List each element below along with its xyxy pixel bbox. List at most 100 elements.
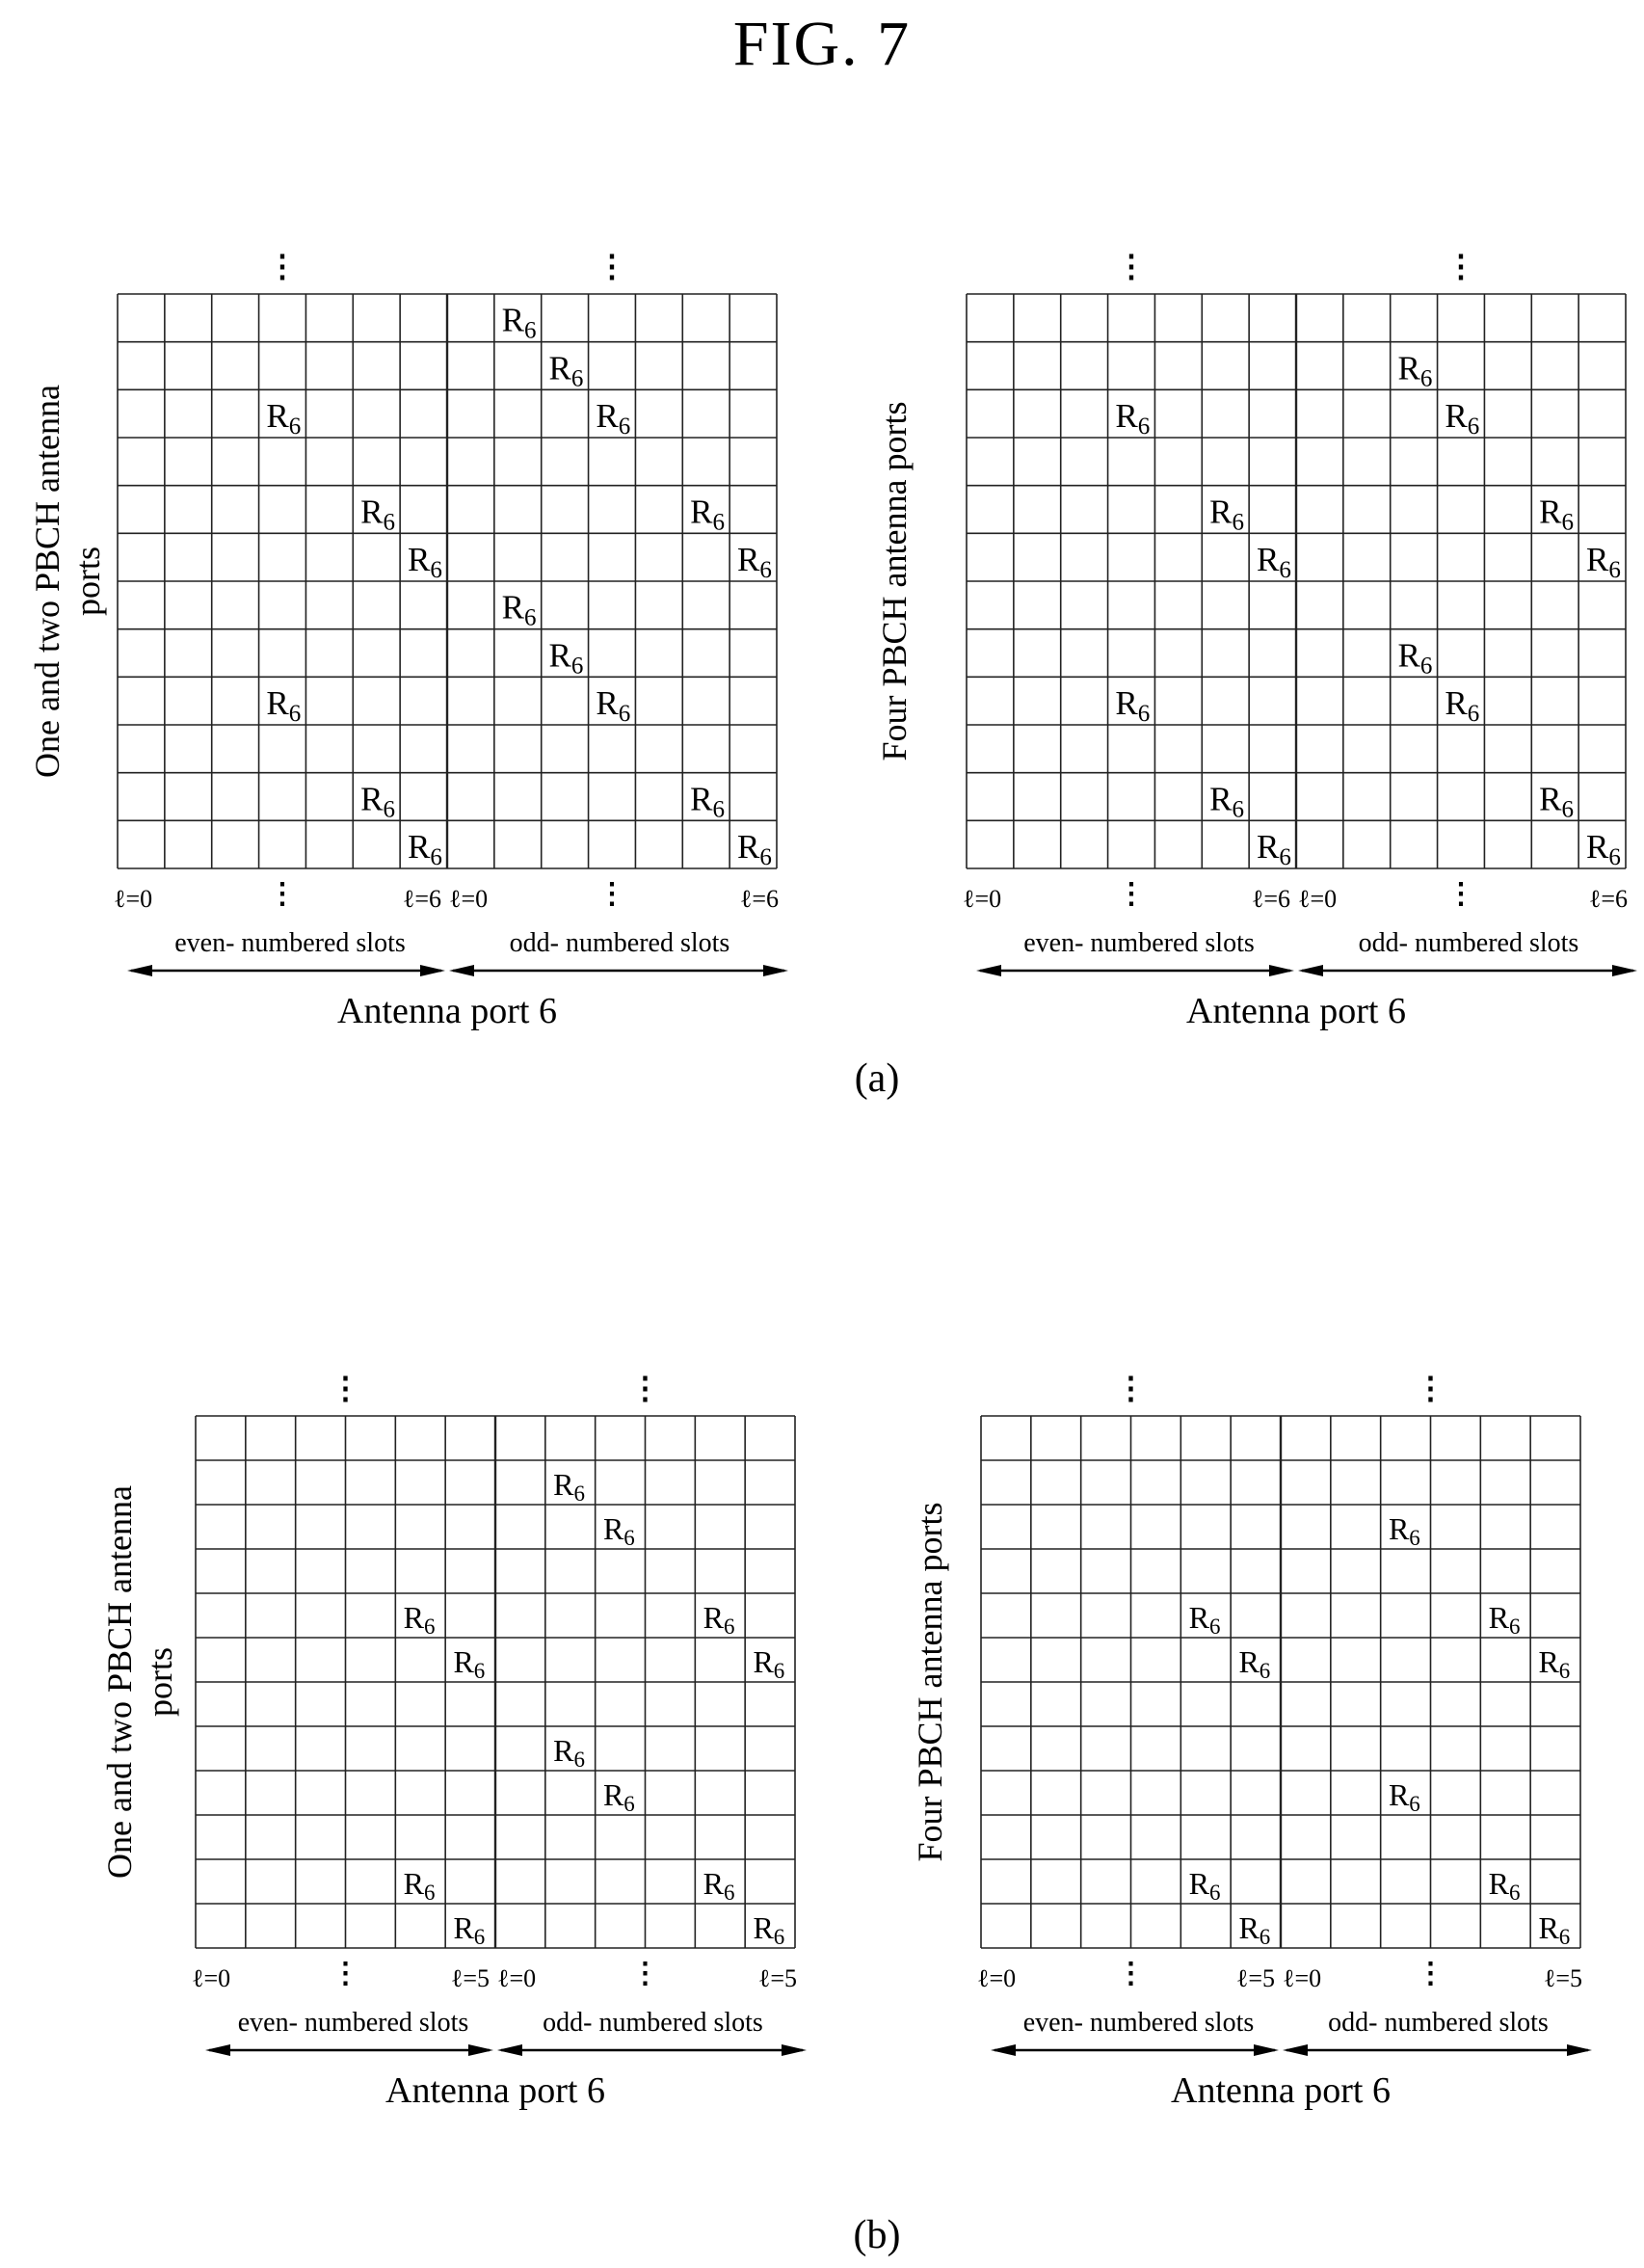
reference-signal-r6: R6 (1209, 493, 1244, 535)
reference-signal-r6: R6 (1189, 1866, 1221, 1905)
reference-signal-r6: R6 (690, 780, 725, 822)
vertical-ellipsis: ⋮ (268, 878, 297, 910)
even-slots-arrow (205, 2044, 493, 2056)
reference-signal-r6: R6 (1209, 780, 1244, 822)
symbol-index-start-odd: ℓ=0 (449, 885, 488, 913)
reference-signal-r6: R6 (502, 589, 537, 631)
odd-slots-arrow (1298, 965, 1637, 976)
reference-signal-r6: R6 (360, 780, 395, 822)
even-slots-label: even- numbered slots (238, 2008, 469, 2038)
reference-signal-r6: R6 (404, 1866, 436, 1905)
panel-b: (b) R6 R6 R6 R6 R6 R6 R6 R6 R6 R6 R6 R6 ⋮ ⋮ One and two… (100, 1371, 1592, 2257)
reference-signal-r6: R6 (690, 493, 725, 535)
odd-slots-arrow (1283, 2044, 1592, 2056)
even-slots-arrow (127, 965, 445, 976)
symbol-index-end-even: ℓ=5 (451, 1964, 490, 1992)
even-slots-label: even- numbered slots (1023, 928, 1255, 958)
reference-signal-r6: R6 (596, 684, 630, 727)
side-label: Four PBCH antenna ports (875, 402, 914, 761)
vertical-ellipsis: ⋮ (1116, 249, 1147, 283)
reference-signal-r6: R6 (1389, 1777, 1420, 1816)
panel-caption: (a) (855, 1056, 900, 1101)
reference-signal-r6: R6 (1586, 828, 1621, 870)
even-slots-arrow (991, 2044, 1279, 2056)
odd-slots-label: odd- numbered slots (510, 928, 730, 958)
reference-signal-r6: R6 (753, 1910, 784, 1949)
resource-grid-diagram: R6 R6 R6 R6 R6 R6 R6 R6 R6 R6 ⋮ ⋮ Four PBCH antenna … (911, 1371, 1592, 2111)
reference-signal-r6: R6 (703, 1866, 735, 1905)
reference-signal-r6: R6 (753, 1644, 784, 1683)
antenna-port-label: Antenna port 6 (1171, 2070, 1391, 2111)
reference-signal-r6: R6 (360, 493, 395, 535)
vertical-ellipsis: ⋮ (331, 1371, 361, 1405)
reference-signal-r6: R6 (703, 1600, 735, 1639)
side-label: One and two PBCH antennaports (28, 385, 107, 778)
reference-signal-r6: R6 (1257, 828, 1291, 870)
antenna-port-label: Antenna port 6 (337, 991, 557, 1031)
reference-signal-r6: R6 (603, 1777, 635, 1816)
reference-signal-r6: R6 (1445, 684, 1479, 727)
vertical-ellipsis: ⋮ (631, 1958, 660, 1989)
symbol-index-end-odd: ℓ=6 (740, 885, 779, 913)
reference-signal-r6: R6 (408, 828, 442, 870)
reference-signal-r6: R6 (596, 397, 630, 440)
reference-signal-r6: R6 (1398, 349, 1433, 391)
reference-signal-r6: R6 (453, 1910, 485, 1949)
resource-grid-diagram: R6 R6 R6 R6 R6 R6 R6 R6 R6 R6 R6 R6 R6 R6 ⋮ ⋮ Four PBCH … (875, 249, 1637, 1031)
reference-signal-r6: R6 (549, 636, 584, 679)
resource-grid (966, 293, 1627, 869)
reference-signal-r6: R6 (553, 1733, 585, 1772)
symbol-index-start-even: ℓ=0 (114, 885, 152, 913)
vertical-ellipsis: ⋮ (267, 249, 298, 283)
reference-signal-r6: R6 (1538, 1644, 1570, 1683)
reference-signal-r6: R6 (603, 1511, 635, 1550)
vertical-ellipsis: ⋮ (1417, 1958, 1445, 1989)
reference-signal-r6: R6 (453, 1644, 485, 1683)
vertical-ellipsis: ⋮ (1446, 878, 1475, 910)
odd-slots-label: odd- numbered slots (543, 2008, 763, 2038)
vertical-ellipsis: ⋮ (597, 249, 627, 283)
symbol-index-start-even: ℓ=0 (977, 1964, 1016, 1992)
symbol-index-start-even: ℓ=0 (192, 1964, 230, 1992)
reference-signal-r6: R6 (1398, 636, 1433, 679)
even-slots-arrow (976, 965, 1294, 976)
antenna-port-label: Antenna port 6 (1186, 991, 1406, 1031)
reference-signal-r6: R6 (553, 1467, 585, 1506)
symbol-index-end-even: ℓ=6 (1252, 885, 1290, 913)
reference-signal-r6: R6 (1238, 1910, 1270, 1949)
reference-signal-r6: R6 (1586, 541, 1621, 583)
symbol-index-start-odd: ℓ=0 (1298, 885, 1337, 913)
side-label: One and two PBCH antennaports (100, 1485, 179, 1879)
vertical-ellipsis: ⋮ (1416, 1371, 1446, 1405)
reference-signal-r6: R6 (1238, 1644, 1270, 1683)
symbol-index-start-odd: ℓ=0 (1283, 1964, 1321, 1992)
even-slots-label: even- numbered slots (1023, 2008, 1255, 2038)
reference-signal-r6: R6 (1189, 1600, 1221, 1639)
panel-caption: (b) (854, 2213, 901, 2257)
resource-grid-diagram: R6 R6 R6 R6 R6 R6 R6 R6 R6 R6 R6 R6 ⋮ ⋮ One and two PB… (100, 1371, 807, 2111)
odd-slots-arrow (449, 965, 788, 976)
odd-slots-label: odd- numbered slots (1359, 928, 1579, 958)
reference-signal-r6: R6 (737, 828, 772, 870)
symbol-index-end-odd: ℓ=5 (758, 1964, 797, 1992)
reference-signal-r6: R6 (1489, 1600, 1521, 1639)
reference-signal-r6: R6 (266, 684, 301, 727)
vertical-ellipsis: ⋮ (1445, 249, 1476, 283)
reference-signal-r6: R6 (408, 541, 442, 583)
reference-signal-r6: R6 (549, 349, 584, 391)
reference-signal-r6: R6 (502, 302, 537, 344)
reference-signal-r6: R6 (1257, 541, 1291, 583)
symbol-index-end-odd: ℓ=6 (1589, 885, 1628, 913)
odd-slots-label: odd- numbered slots (1328, 2008, 1549, 2038)
reference-signal-r6: R6 (1539, 493, 1574, 535)
vertical-ellipsis: ⋮ (1116, 1371, 1147, 1405)
reference-signal-r6: R6 (1538, 1910, 1570, 1949)
panel-a: (a) R6 R6 R6 R6 R6 R6 R6 R6 R6 R6 R6 R6 R6 R6 R6 R6 ⋮ ⋮ One… (28, 249, 1637, 1101)
reference-signal-r6: R6 (266, 397, 301, 440)
vertical-ellipsis: ⋮ (597, 878, 626, 910)
side-label: Four PBCH antenna ports (911, 1503, 949, 1862)
reference-signal-r6: R6 (1445, 397, 1479, 440)
reference-signal-r6: R6 (1489, 1866, 1521, 1905)
vertical-ellipsis: ⋮ (331, 1958, 360, 1989)
